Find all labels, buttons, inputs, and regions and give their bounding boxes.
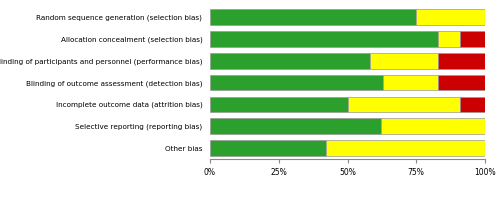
Bar [210, 140, 326, 156]
Bar [438, 31, 460, 47]
Bar [326, 140, 485, 156]
Bar [348, 97, 460, 112]
Bar [210, 9, 416, 25]
Bar [210, 75, 384, 91]
Bar [438, 75, 485, 91]
Bar [460, 97, 485, 112]
Bar [384, 75, 438, 91]
Bar [210, 31, 438, 47]
Bar [438, 53, 485, 69]
Bar [210, 119, 380, 134]
Bar [210, 97, 348, 112]
Bar [370, 53, 438, 69]
Bar [210, 53, 370, 69]
Bar [460, 31, 485, 47]
Bar [380, 119, 485, 134]
Bar [416, 9, 485, 25]
